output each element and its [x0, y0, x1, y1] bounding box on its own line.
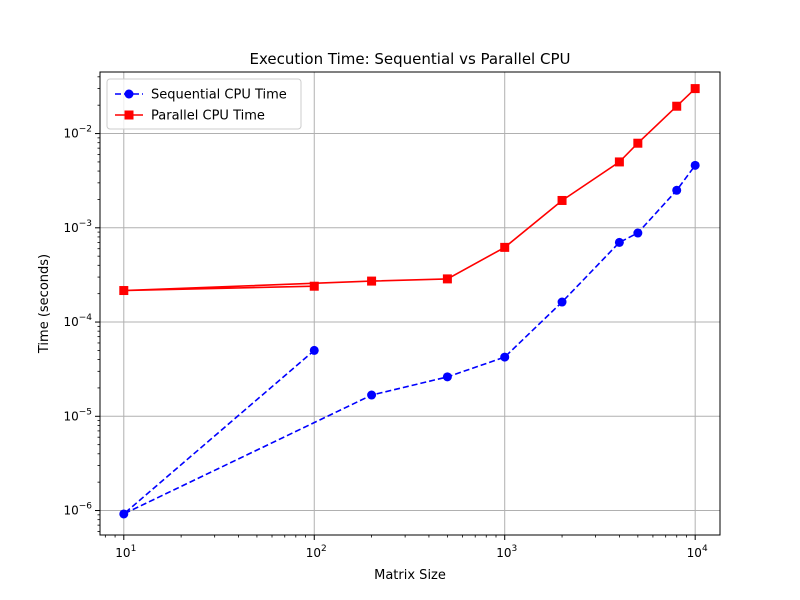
y-axis-label: Time (seconds): [37, 254, 52, 354]
data-point: [442, 274, 452, 284]
legend-box: [106, 78, 302, 130]
ticks: 101 102 103 104 10−6 10−5 10−4 10−3 10−2: [63, 76, 708, 560]
legend: Sequential CPU Time Parallel CPU Time: [106, 78, 302, 130]
x-axis-label: Matrix Size: [374, 568, 446, 583]
data-point: [557, 195, 567, 205]
data-point: [633, 138, 643, 148]
data-point: [672, 101, 682, 111]
y-tick-label: 10−5: [63, 407, 92, 423]
x-tick-label: 101: [115, 544, 136, 560]
data-point: [500, 352, 510, 362]
series-line-0: [123, 164, 696, 515]
data-point: [614, 157, 624, 167]
data-point: [367, 276, 377, 286]
legend-label: Sequential CPU Time: [151, 88, 287, 103]
x-tick-label: 102: [306, 544, 327, 560]
data-point: [557, 297, 567, 307]
data-point: [690, 84, 700, 94]
y-tick-label: 10−4: [63, 313, 92, 329]
plot-frame: [99, 71, 721, 536]
data-point: [309, 345, 319, 355]
y-tick-label: 10−6: [63, 502, 92, 518]
data-point: [690, 160, 700, 170]
grid: [100, 72, 720, 535]
data-point: [500, 242, 510, 252]
data-point: [367, 390, 377, 400]
data-point: [614, 237, 624, 247]
legend-marker: [124, 89, 134, 99]
data-point: [119, 509, 129, 519]
legend-marker: [124, 110, 134, 120]
data-point: [442, 372, 452, 382]
x-tick-label: 104: [687, 544, 708, 560]
y-tick-label: 10−2: [63, 125, 92, 141]
x-tick-label: 103: [496, 544, 517, 560]
chart-title: Execution Time: Sequential vs Parallel C…: [250, 50, 571, 68]
data-point: [633, 228, 643, 238]
data-point: [309, 281, 319, 291]
series-layer: [119, 84, 700, 519]
y-tick-label: 10−3: [63, 219, 92, 235]
legend-label: Parallel CPU Time: [151, 109, 265, 124]
data-point: [672, 185, 682, 195]
data-point: [119, 286, 129, 296]
series-line-1: [123, 88, 696, 292]
